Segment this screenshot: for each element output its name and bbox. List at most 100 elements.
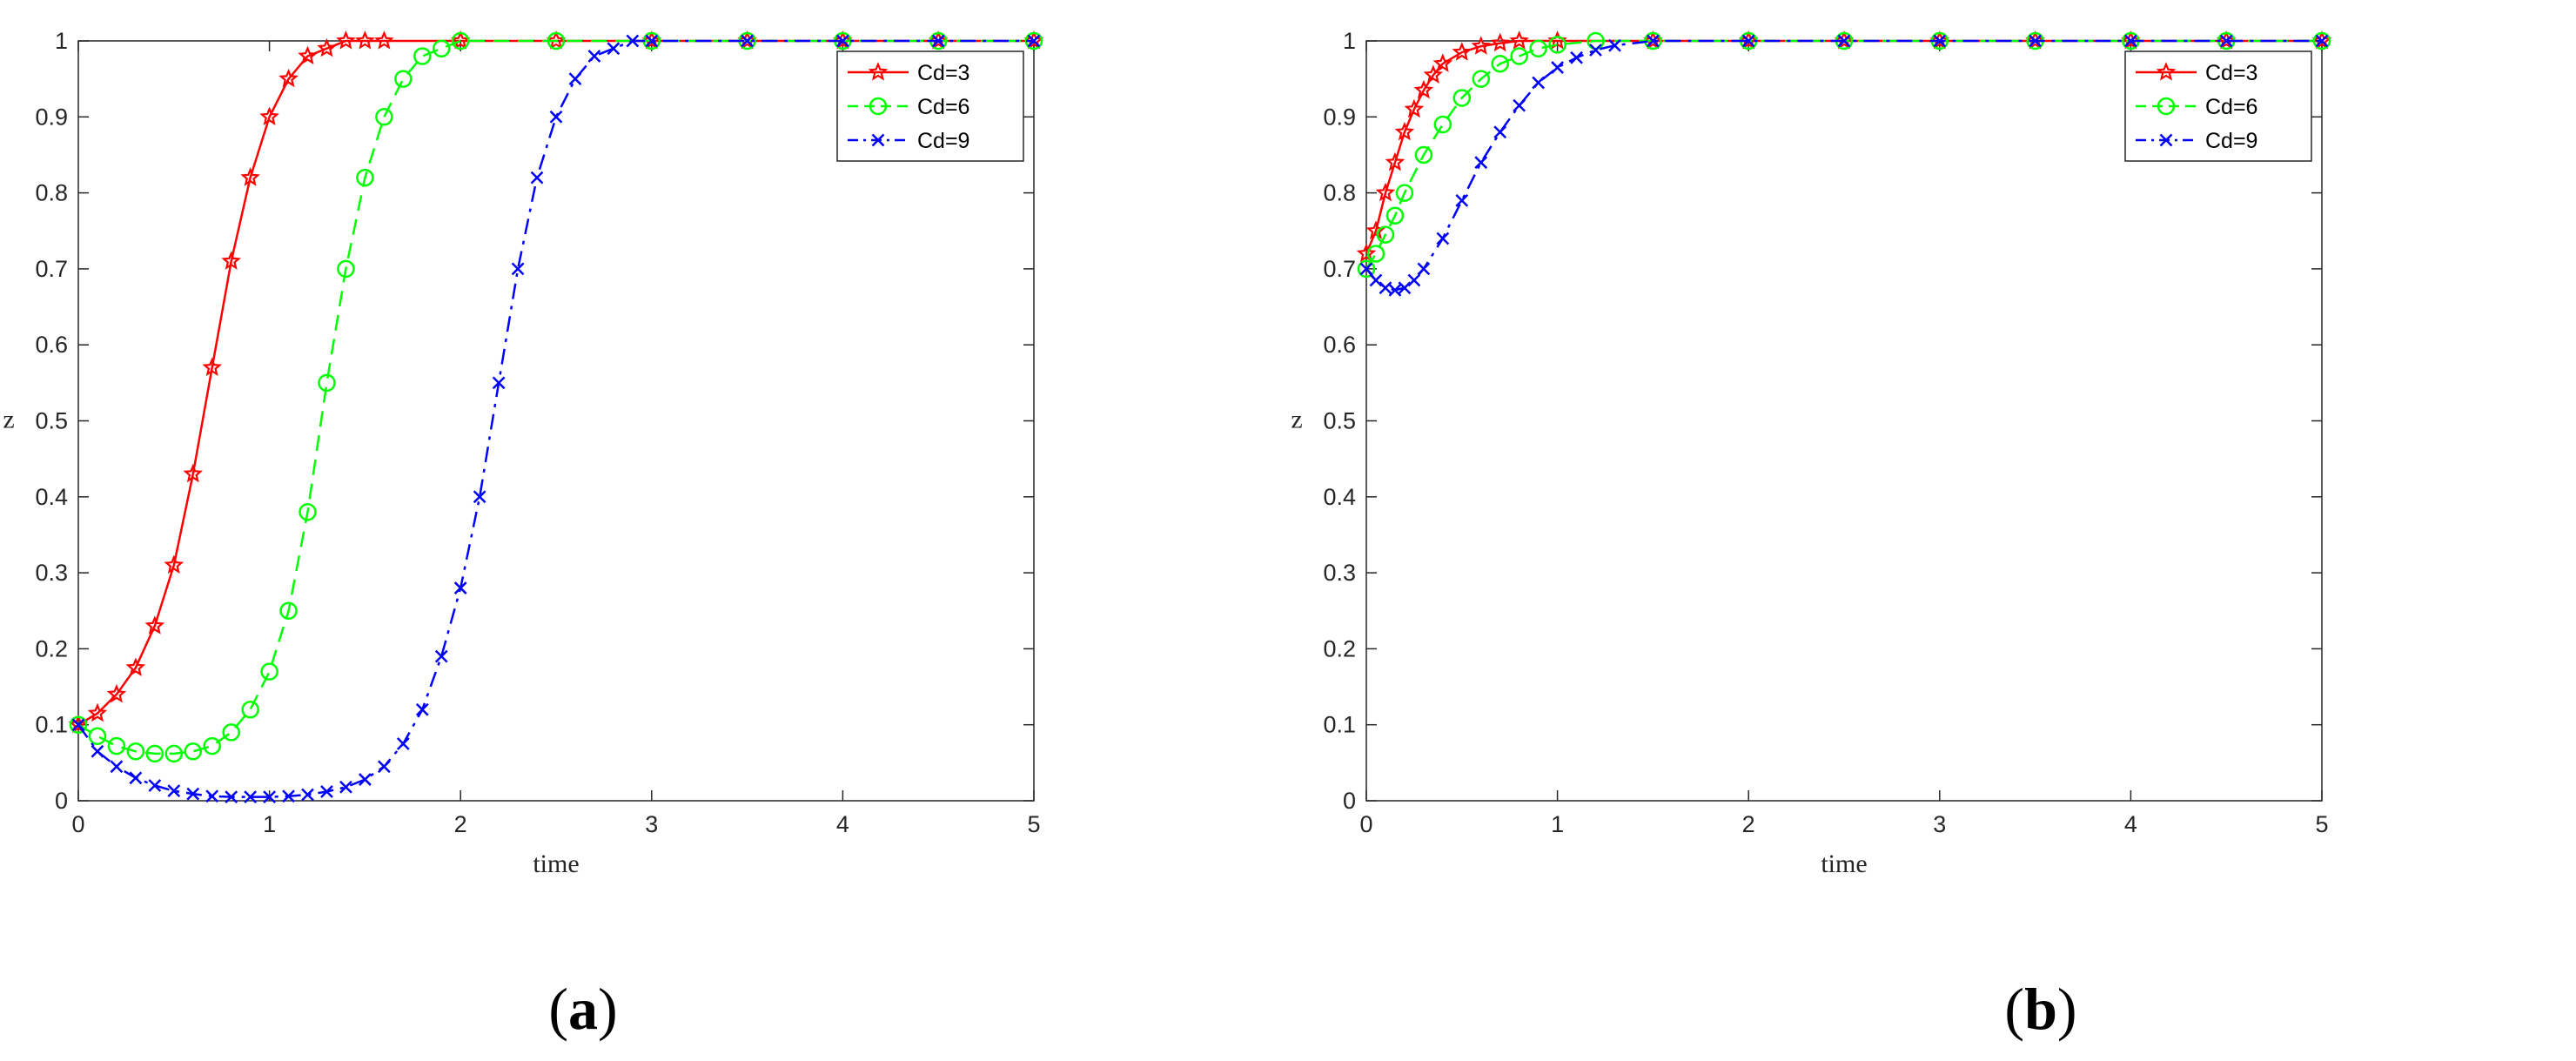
legend-label: Cd=3 bbox=[917, 61, 969, 85]
data-point bbox=[2311, 30, 2332, 50]
caption-b-open: ( bbox=[2004, 976, 2025, 1042]
data-point bbox=[320, 785, 333, 798]
data-point bbox=[741, 34, 754, 48]
data-point bbox=[1471, 36, 1491, 55]
data-point bbox=[71, 718, 85, 732]
data-point bbox=[1414, 145, 1433, 165]
data-point bbox=[1933, 34, 1947, 48]
data-point bbox=[453, 581, 467, 594]
data-point bbox=[164, 744, 184, 763]
caption-a-open: ( bbox=[548, 976, 568, 1042]
data-point bbox=[1474, 156, 1488, 170]
data-point bbox=[68, 714, 89, 734]
legend-label: Cd=6 bbox=[917, 95, 969, 119]
data-point bbox=[1357, 259, 1376, 279]
data-point bbox=[1834, 30, 1855, 50]
y-tick-label: 0 bbox=[55, 788, 68, 814]
y-tick-label: 1 bbox=[1343, 28, 1356, 54]
caption-b-close: ) bbox=[2056, 976, 2077, 1042]
data-point bbox=[511, 262, 525, 276]
series-a-1 bbox=[69, 31, 1043, 763]
data-point bbox=[377, 760, 391, 774]
legend-label: Cd=6 bbox=[2205, 95, 2257, 119]
y-tick-label: 0.1 bbox=[35, 712, 68, 738]
data-point bbox=[587, 50, 601, 63]
data-point bbox=[568, 72, 582, 86]
data-point bbox=[1394, 121, 1415, 141]
data-point bbox=[2216, 30, 2237, 50]
data-point bbox=[184, 742, 203, 761]
chart-b: 0 1 2 3 4 5 0 0.1 0.2 0.3 0.4 0.5 0.6 0.7 0.8 0.9 1 time z… bbox=[1291, 28, 2332, 878]
y-tick-label: 0.2 bbox=[35, 635, 68, 661]
data-point bbox=[106, 683, 127, 703]
data-point bbox=[145, 744, 164, 763]
data-point bbox=[144, 615, 165, 635]
legend-b: Cd=3 Cd=6 Cd=9 bbox=[2124, 50, 2312, 162]
data-point bbox=[1388, 283, 1402, 297]
legend-label: Cd=9 bbox=[917, 129, 969, 153]
data-point bbox=[396, 737, 410, 750]
data-point bbox=[278, 68, 299, 88]
data-point bbox=[1023, 30, 1044, 50]
y-tick-label: 0.3 bbox=[35, 560, 68, 586]
data-point bbox=[125, 657, 146, 676]
x-tick-label: 5 bbox=[2315, 811, 2328, 837]
y-tick-label: 0.4 bbox=[35, 484, 68, 510]
data-point bbox=[298, 45, 318, 65]
data-point bbox=[432, 39, 451, 57]
data-point bbox=[1433, 115, 1452, 134]
y-tick-label: 0.3 bbox=[1323, 560, 1356, 586]
data-point bbox=[1529, 39, 1547, 57]
x-tick-label: 0 bbox=[71, 811, 84, 837]
data-point bbox=[205, 789, 219, 803]
data-point bbox=[1551, 61, 1564, 74]
data-point bbox=[1452, 89, 1472, 107]
data-point bbox=[450, 30, 471, 50]
y-tick-label: 0.5 bbox=[35, 408, 68, 434]
legend-a: Cd=3 Cd=6 Cd=9 bbox=[836, 50, 1024, 162]
data-point bbox=[394, 70, 413, 88]
series-b-2 bbox=[1359, 34, 2329, 297]
plot-area-b bbox=[1365, 40, 2323, 802]
legend-marker bbox=[2156, 62, 2177, 81]
data-point bbox=[1570, 50, 1583, 64]
data-point bbox=[530, 171, 544, 185]
data-point bbox=[2124, 34, 2137, 48]
data-point bbox=[374, 30, 394, 50]
y-tick-label: 0.9 bbox=[1323, 104, 1356, 130]
data-point bbox=[164, 554, 184, 574]
data-point bbox=[221, 251, 241, 270]
data-point bbox=[299, 503, 317, 521]
data-point bbox=[1369, 273, 1383, 287]
data-point bbox=[607, 42, 621, 56]
data-point bbox=[641, 30, 662, 50]
data-point bbox=[1589, 44, 1602, 57]
data-point bbox=[244, 790, 258, 804]
data-point bbox=[1404, 98, 1425, 118]
data-point bbox=[202, 357, 223, 377]
data-point bbox=[107, 736, 126, 755]
data-point bbox=[1385, 151, 1405, 171]
legend-label: Cd=9 bbox=[2205, 129, 2257, 153]
legend-marker bbox=[868, 62, 889, 81]
data-point bbox=[1423, 64, 1444, 84]
data-point bbox=[69, 715, 88, 734]
y-tick-label: 0.6 bbox=[35, 332, 68, 358]
data-point bbox=[547, 31, 566, 50]
plot-area-a bbox=[77, 40, 1035, 802]
x-tick-label: 5 bbox=[1027, 811, 1040, 837]
data-point bbox=[1643, 30, 1663, 50]
y-tick-label: 0.4 bbox=[1323, 484, 1356, 510]
data-point bbox=[1366, 245, 1385, 263]
data-point bbox=[1375, 182, 1396, 202]
data-point bbox=[339, 780, 352, 794]
data-point bbox=[301, 788, 314, 802]
data-point bbox=[1432, 53, 1453, 72]
data-point bbox=[1532, 76, 1546, 90]
caption-a: (a) bbox=[496, 975, 670, 1044]
x-tick-label: 2 bbox=[1742, 811, 1755, 837]
data-point bbox=[546, 30, 567, 50]
data-point bbox=[1608, 38, 1621, 52]
data-point bbox=[1024, 31, 1043, 50]
data-point bbox=[1356, 243, 1377, 262]
